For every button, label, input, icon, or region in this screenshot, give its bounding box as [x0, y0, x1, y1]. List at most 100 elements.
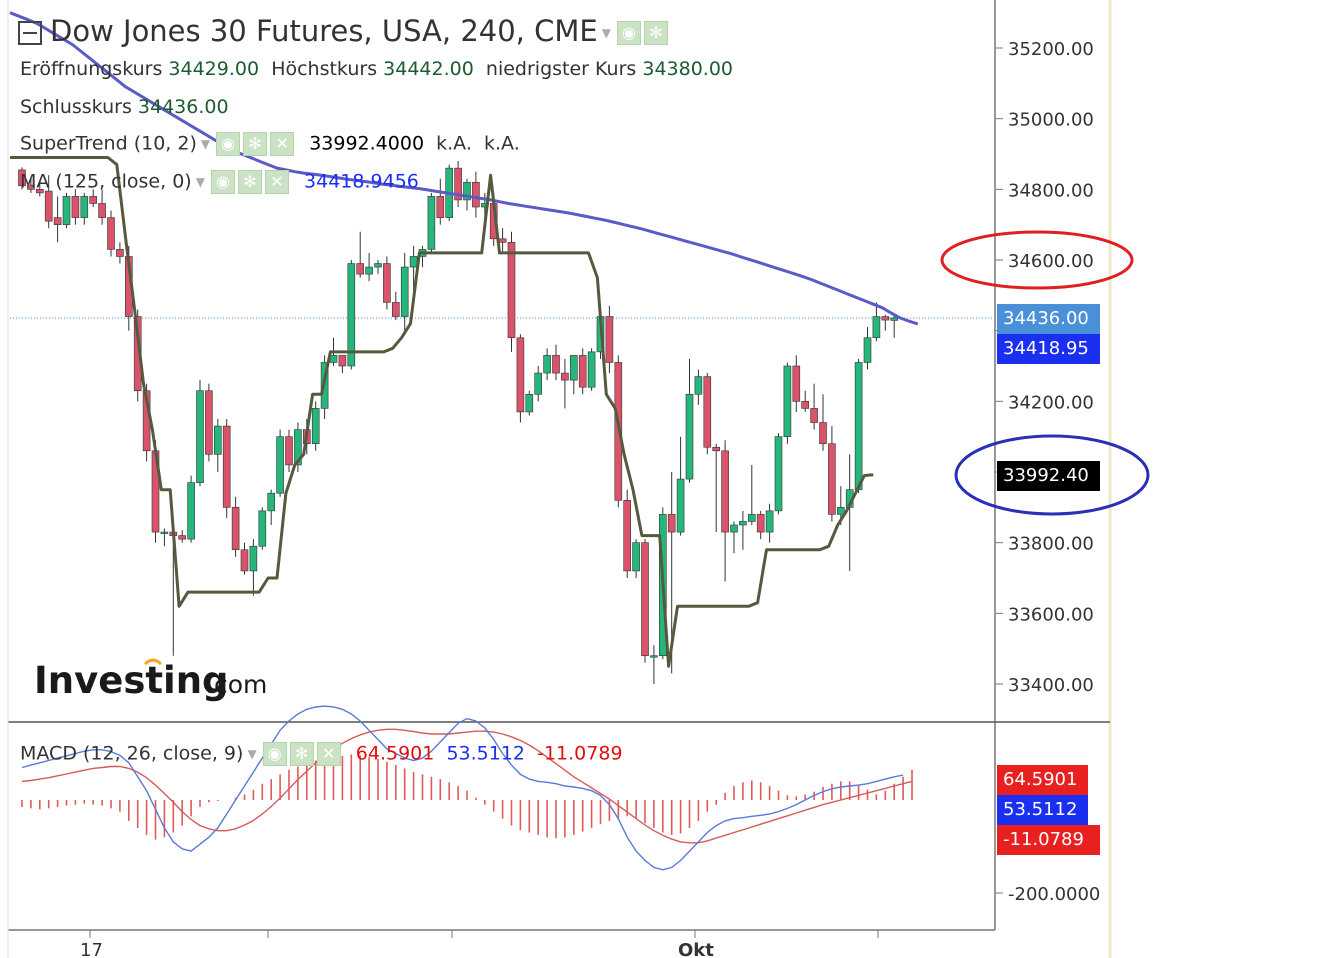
low-label: niedrigster Kurs: [485, 58, 637, 80]
candle-body: [881, 316, 890, 321]
macd-value-hist: 64.5901: [355, 742, 435, 765]
close-icon[interactable]: ✕: [316, 742, 341, 766]
low-value: 34380.00: [642, 58, 734, 80]
candle-body: [534, 372, 543, 395]
ma-line: [9, 11, 919, 326]
candle-body: [676, 478, 685, 533]
candle-body: [347, 263, 356, 367]
candle-body: [222, 425, 231, 508]
candle-body: [89, 196, 97, 204]
candle-body: [98, 203, 106, 218]
candle-body: [294, 429, 302, 466]
macd-legend: MACD (12, 26, close, 9) ▼ ◉ ✻ ✕ 64.5901 53.5…: [20, 742, 623, 766]
candle-body: [214, 425, 222, 455]
time-label-okt: Okt: [678, 940, 714, 958]
candle-body: [196, 390, 204, 483]
candle-body: [730, 524, 738, 533]
gear-icon[interactable]: ✻: [643, 21, 668, 45]
eye-icon[interactable]: ◉: [616, 21, 641, 45]
macd-line-tag: 53.5112: [997, 795, 1088, 825]
candle-body: [516, 337, 525, 413]
candle-body: [765, 510, 774, 533]
chevron-down-icon[interactable]: ▼: [601, 26, 611, 40]
candles-layer: [18, 161, 899, 684]
supertrend-layer: [10, 156, 874, 668]
macd-line: [21, 705, 904, 871]
chevron-down-icon[interactable]: ▼: [247, 747, 257, 761]
candle-body: [561, 372, 569, 381]
candle-body: [311, 408, 320, 445]
price-tick-label: 35000.00: [1008, 110, 1094, 131]
candle-body: [872, 316, 881, 339]
time-label-17: 17: [80, 940, 103, 958]
chevron-down-icon[interactable]: ▼: [200, 137, 211, 151]
macd-label: MACD (12, 26, close, 9): [20, 742, 244, 765]
high-label: Höchstkurs: [271, 58, 378, 80]
close-label: Schlusskurs: [20, 96, 132, 118]
candle-body: [587, 351, 596, 388]
eye-icon[interactable]: ◉: [216, 132, 241, 156]
candle-body: [178, 535, 186, 540]
candle-body: [650, 655, 658, 658]
candle-body: [667, 514, 676, 533]
supertrend-extra2: k.A.: [483, 132, 520, 155]
open-value: 34429.00: [168, 58, 260, 80]
price-tick-label: 35200.00: [1008, 39, 1094, 60]
candle-body: [116, 249, 124, 257]
supertrend-legend: SuperTrend (10, 2) ▼ ◉ ✻ ✕ 33992.4000 k.A. k…: [20, 132, 520, 156]
candle-body: [623, 499, 632, 572]
price-tick-label: 33800.00: [1008, 534, 1094, 555]
price-tick-label: 34800.00: [1008, 180, 1094, 201]
candle-body: [427, 196, 436, 250]
close-value: 34436.00: [137, 96, 229, 118]
candle-body: [783, 365, 792, 437]
candle-body: [569, 355, 578, 381]
candle-body: [80, 196, 89, 218]
candle-body: [400, 266, 409, 317]
macd-value-line: 53.5112: [446, 742, 526, 765]
eye-icon[interactable]: ◉: [210, 170, 235, 194]
supertrend-price-tag: 33992.40: [997, 461, 1100, 491]
macd-value-signal: -11.0789: [537, 742, 623, 765]
gear-icon[interactable]: ✻: [243, 132, 268, 156]
ma-layer: [9, 11, 919, 326]
candle-body: [374, 263, 382, 268]
close-row: Schlusskurs 34436.00: [20, 96, 229, 118]
candle-body: [756, 514, 765, 533]
chevron-down-icon[interactable]: ▼: [195, 175, 205, 189]
candle-body: [685, 393, 694, 480]
candle-body: [507, 242, 516, 339]
close-icon[interactable]: ✕: [264, 170, 289, 194]
candle-body: [391, 302, 400, 317]
candle-body: [107, 217, 115, 250]
gear-icon[interactable]: ✻: [289, 742, 314, 766]
candle-body: [285, 436, 293, 466]
candle-body: [71, 196, 80, 218]
chart-header: Dow Jones 30 Futures, USA, 240, CME ▼ ◉ ✻: [18, 14, 671, 48]
ma-label: MA (125, close, 0): [20, 170, 192, 193]
candle-body: [525, 393, 534, 413]
candle-body: [365, 266, 373, 275]
ma-price-tag: 34418.95: [997, 334, 1100, 364]
gear-icon[interactable]: ✻: [237, 170, 262, 194]
candle-body: [836, 507, 845, 515]
candle-body: [747, 514, 756, 522]
ma-legend: MA (125, close, 0) ▼ ◉ ✻ ✕ 34418.9456: [20, 170, 419, 194]
last-price-tag: 34436.00: [997, 304, 1100, 334]
ohlc-row: Eröffnungskurs 34429.00 Höchstkurs 34442…: [20, 58, 733, 80]
watermark-suffix: .com: [206, 670, 267, 699]
eye-icon[interactable]: ◉: [262, 742, 287, 766]
macd-signal-line: [21, 728, 913, 844]
candle-body: [27, 184, 35, 190]
candle-body: [44, 190, 53, 222]
watermark-swoosh: [143, 658, 163, 666]
supertrend-line: [10, 156, 874, 668]
candle-body: [854, 362, 863, 490]
candle-body: [641, 542, 649, 657]
candle-body: [543, 355, 551, 374]
collapse-icon[interactable]: [18, 21, 42, 45]
candle-body: [338, 355, 347, 367]
close-icon[interactable]: ✕: [270, 132, 295, 156]
blue-ellipse-annotation: [954, 434, 1150, 516]
